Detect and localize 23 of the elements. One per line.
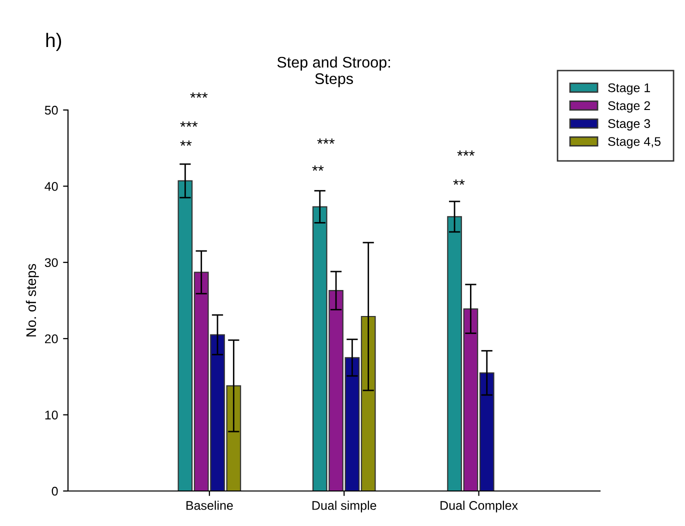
- x-tick-label: Baseline: [186, 500, 233, 510]
- text: ***: [190, 92, 208, 98]
- y-tick-label: 20: [45, 334, 58, 344]
- x-tick-label: Dual Complex: [440, 500, 518, 512]
- y-tick-label: 50: [44, 106, 58, 115]
- y-tick-label: 30: [44, 258, 58, 268]
- annotation: **: [312, 165, 324, 171]
- legend-label: Stage 1: [608, 83, 650, 95]
- y-tick-label: 10: [45, 410, 58, 420]
- annotation: ***: [457, 150, 475, 156]
- y-tick-label: 0: [52, 486, 58, 496]
- legend-label: Stage 4,5: [608, 137, 661, 148]
- annotation: ***: [317, 138, 335, 144]
- chart-title: Step and Stroop: Steps: [277, 56, 390, 88]
- x-tick-label: Dual simple: [312, 500, 376, 512]
- legend-label: Stage 2: [608, 101, 650, 113]
- legend-label: Stage 3: [608, 119, 650, 130]
- annotation: ***: [180, 121, 198, 127]
- text: h): [46, 32, 62, 52]
- y-axis-title: No. of steps: [26, 264, 39, 336]
- y-tick-label: 40: [44, 182, 58, 191]
- annotation: **: [180, 140, 192, 146]
- annotation: **: [453, 179, 465, 185]
